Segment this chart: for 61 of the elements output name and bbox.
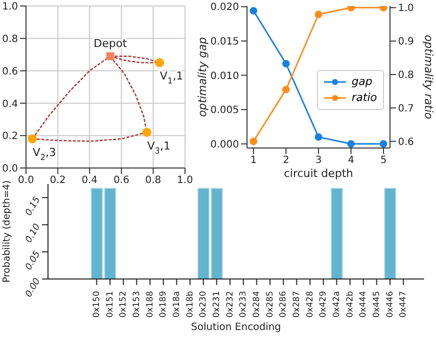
x-tick-label: 0x445 (372, 291, 382, 318)
x-tick-label: 0x230 (198, 291, 209, 318)
x-tick-label: 2 (282, 155, 290, 166)
y2-tick-label: 0.6 (398, 136, 414, 148)
y-tick-label: 0.000 (210, 139, 239, 150)
x-tick-label: 0x232 (225, 291, 236, 318)
y2-tick-label: 0.9 (398, 36, 414, 48)
x-tick-label: 0x447 (398, 291, 409, 318)
y-axis-title: Probability (depth=4) (1, 180, 12, 283)
x-tick-label: 0x287 (292, 291, 302, 318)
x-tick-label: 0.8 (145, 175, 162, 186)
x-axis-title: circuit depth (284, 167, 354, 180)
x-tick-label: 0x18a (172, 291, 182, 318)
y-tick-label: 0.005 (210, 105, 239, 116)
annotation: V$_{1}$,1 (160, 70, 184, 86)
y-tick-label: 0.4 (2, 98, 18, 110)
x-tick-label: 3 (315, 155, 322, 166)
x-tick-label: 0x233 (238, 291, 249, 318)
y-tick-label: 0.2 (2, 131, 18, 142)
x-tick-label: 0x428 (305, 291, 316, 318)
y-tick-label: 0.015 (210, 36, 239, 48)
y-tick-label: 0.0 (2, 164, 18, 175)
x-tick-label: 0x188 (145, 291, 156, 318)
y-tick-label: 1.0 (2, 2, 18, 13)
x-tick-label: 0x231 (212, 291, 222, 318)
y-tick-label: 0.010 (210, 70, 239, 82)
annotation: V$_{2}$,3 (32, 146, 56, 162)
x-tick-label: 0x189 (158, 291, 169, 318)
x-tick-label: 1.0 (177, 175, 193, 186)
x-tick-label: 0x18b (185, 291, 196, 318)
x-tick-label: 0x42b (345, 291, 356, 318)
y2-tick-label: 1.0 (398, 3, 414, 14)
y2-tick-label: 0.7 (398, 103, 414, 114)
x-tick-label: 0x151 (105, 291, 116, 318)
x-tick-label: 0x286 (278, 291, 289, 318)
x-tick-label: 0.4 (82, 175, 98, 186)
y2-axis-title: optimality ratio (422, 34, 436, 120)
y-axis-title: optimality gap (196, 37, 209, 117)
x-tick-label: 5 (380, 155, 387, 166)
annotation: Depot (94, 37, 128, 50)
x-tick-label: 0.2 (50, 175, 66, 186)
x-tick-label: 0x284 (252, 291, 262, 318)
x-tick-label: 0x444 (358, 291, 369, 318)
x-axis-title: Solution Encoding (191, 322, 281, 334)
x-tick-label: 0x153 (132, 291, 142, 318)
x-tick-label: 4 (348, 155, 354, 166)
legend-label: gap (352, 74, 372, 90)
x-tick-label: 0x429 (318, 291, 329, 318)
y2-tick-label: 0.8 (398, 70, 414, 82)
x-tick-label: 0x446 (385, 291, 396, 318)
legend-label: ratio (352, 90, 377, 106)
x-tick-label: 0x285 (265, 291, 276, 318)
y-tick-label: 0.020 (210, 2, 239, 14)
y-tick-label: 0.8 (2, 34, 18, 45)
y-tick-label: 0.6 (2, 66, 18, 78)
x-tick-label: 0x150 (92, 291, 102, 318)
x-tick-label: 0x152 (118, 291, 129, 318)
x-tick-label: 1 (250, 155, 257, 166)
x-tick-label: 0.6 (113, 175, 130, 186)
annotation: V$_{3}$,1 (147, 139, 170, 156)
x-tick-label: 0x42a (332, 291, 342, 318)
